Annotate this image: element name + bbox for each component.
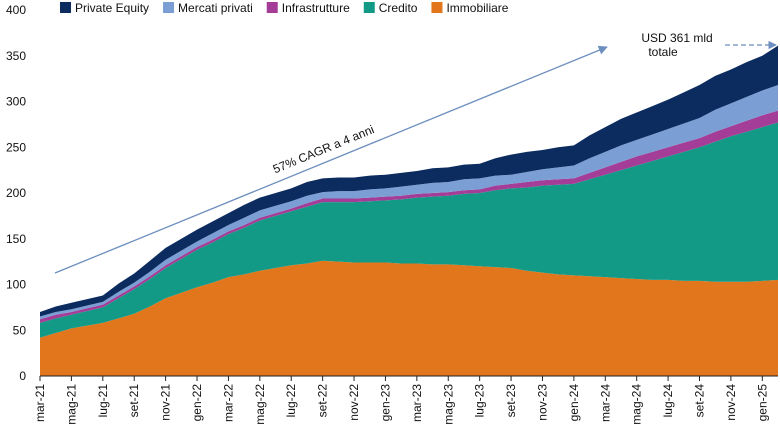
plot: [40, 45, 778, 376]
y-tick-label: 350: [6, 49, 26, 63]
legend-swatch: [431, 2, 443, 13]
x-tick-label: mag-22: [253, 384, 267, 425]
y-tick-label: 50: [13, 323, 27, 337]
legend-swatch: [266, 2, 278, 13]
total-annotation: USD 361 mld: [641, 31, 712, 45]
x-tick-label: lug-22: [284, 384, 298, 418]
y-tick-label: 250: [6, 140, 26, 154]
y-tick-label: 100: [6, 278, 26, 292]
area: [40, 85, 778, 320]
area: [40, 260, 778, 376]
trend-arrow: [54, 45, 608, 274]
x-tick-label: lug-21: [96, 384, 110, 418]
cagr-annotation: 57% CAGR a 4 anni: [271, 122, 376, 176]
x-tick-label: nov-23: [535, 384, 549, 421]
legend-swatch: [363, 2, 375, 13]
y-tick-label: 400: [6, 3, 26, 17]
area: [40, 45, 778, 317]
legend-label: Credito: [379, 1, 418, 15]
area: [40, 122, 778, 338]
x-tick-label: set-23: [504, 384, 518, 418]
legend-label: Immobiliare: [446, 1, 508, 15]
legend-label: Infrastrutture: [282, 1, 350, 15]
x-tick-label: nov-24: [724, 384, 738, 421]
legend-label: Private Equity: [75, 1, 149, 15]
x-tick-label: mar-22: [221, 384, 235, 422]
x-tick-label: mag-23: [441, 384, 455, 425]
x-tick-label: gen-22: [190, 384, 204, 422]
x-tick-label: nov-21: [159, 384, 173, 421]
x-tick-label: mar-23: [410, 384, 424, 422]
x-tick-label: lug-24: [661, 384, 675, 418]
x-tick-label: mag-21: [64, 384, 78, 425]
x-tick-label: mar-21: [33, 384, 47, 422]
legend-swatch: [60, 2, 71, 13]
legend-label: Mercati privati: [178, 1, 253, 15]
x-tick-label: gen-24: [567, 384, 581, 422]
x-tick-label: lug-23: [473, 384, 487, 418]
y-tick-label: 150: [6, 232, 26, 246]
x-tick-label: set-22: [316, 384, 330, 418]
x-tick-label: mag-24: [630, 384, 644, 425]
x-tick-label: set-21: [127, 384, 141, 418]
x-tick-label: set-24: [692, 384, 706, 418]
x-tick-label: mar-24: [598, 384, 612, 422]
y-tick-label: 0: [19, 369, 26, 383]
x-tick-label: gen-25: [755, 384, 769, 422]
x-tick-label: nov-22: [347, 384, 361, 421]
x-tick-label: gen-23: [378, 384, 392, 422]
y-tick-label: 200: [6, 186, 26, 200]
legend-swatch: [163, 2, 175, 13]
y-tick-label: 300: [6, 95, 26, 109]
total-annotation: totale: [648, 45, 678, 59]
